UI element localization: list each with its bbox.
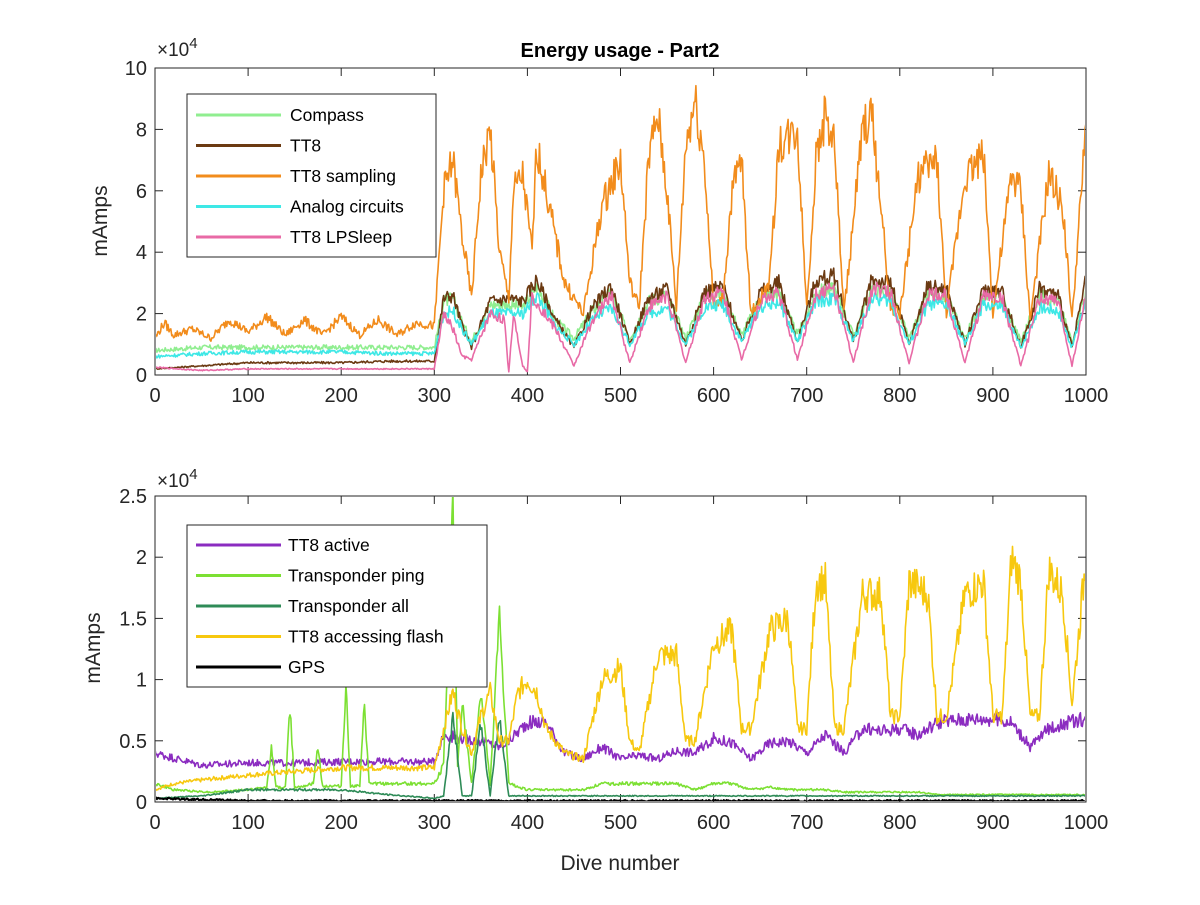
panels: 0 100 200 300 400 500 600 700 800 900 10000246810×… — [82, 35, 1108, 834]
y-axis-label: mAmps — [89, 185, 112, 256]
x-tick-label: 400 — [511, 812, 544, 834]
series-line — [156, 497, 1085, 797]
y-tick-label: 0.5 — [119, 731, 147, 753]
y-tick-label: 10 — [125, 58, 147, 80]
legend-label: Transponder all — [288, 596, 409, 616]
y-tick-label: 2.5 — [119, 486, 147, 508]
y-exponent-label: ×104 — [157, 35, 198, 61]
y-exponent-label: ×104 — [157, 466, 198, 492]
series-line — [156, 545, 1085, 792]
x-tick-label: 800 — [883, 812, 916, 834]
x-tick-label: 100 — [231, 812, 264, 834]
series-line — [156, 281, 1085, 373]
legend-label: TT8 — [290, 136, 321, 156]
legend: Compass TT8 TT8 sampling Analog circuits TT8… — [186, 93, 437, 258]
series-line — [156, 711, 1085, 769]
y-tick-label: 1.5 — [119, 608, 147, 630]
y-tick-label: 2 — [136, 547, 147, 569]
panel-2: 0 100 200 300 400 500 600 700 800 900 1000 0 0.5 1 1.5… — [82, 466, 1108, 834]
x-tick-label: 600 — [697, 812, 730, 834]
legend-label: TT8 active — [288, 535, 370, 555]
legend-label: TT8 accessing flash — [288, 627, 444, 647]
legend-label: Compass — [290, 105, 364, 125]
plot-area — [156, 84, 1085, 373]
y-tick-label: 8 — [136, 119, 147, 141]
x-tick-label: 500 — [604, 812, 637, 834]
x-axis-label: Dive number — [560, 852, 679, 875]
x-tick-label: 100 — [231, 385, 264, 407]
x-tick-label: 1000 — [1064, 812, 1109, 834]
legend-label: TT8 sampling — [290, 166, 396, 186]
series-line — [156, 711, 1085, 800]
y-tick-label: 2 — [136, 304, 147, 326]
plot-area — [156, 497, 1085, 801]
y-tick-label: 1 — [136, 670, 147, 692]
y-tick-label: 0 — [136, 792, 147, 814]
x-tick-label: 1000 — [1064, 385, 1109, 407]
x-tick-label: 700 — [790, 812, 823, 834]
x-tick-label: 900 — [976, 385, 1009, 407]
y-tick-label: 4 — [136, 242, 147, 264]
x-tick-label: 0 — [149, 385, 160, 407]
series-line — [156, 796, 1085, 801]
legend-label: GPS — [288, 657, 325, 677]
x-tick-label: 400 — [511, 385, 544, 407]
x-tick-label: 300 — [418, 385, 451, 407]
x-tick-label: 200 — [325, 812, 358, 834]
series-line — [156, 84, 1085, 342]
y-tick-label: 0 — [136, 365, 147, 387]
x-tick-label: 800 — [883, 385, 916, 407]
legend-label: Analog circuits — [290, 197, 404, 217]
series-line — [156, 267, 1085, 370]
x-tick-label: 300 — [418, 812, 451, 834]
legend-label: Transponder ping — [288, 566, 425, 586]
chart-title: Energy usage - Part2 — [521, 40, 720, 62]
x-tick-label: 200 — [325, 385, 358, 407]
legend-label: TT8 LPSleep — [290, 227, 392, 247]
x-tick-label: 0 — [149, 812, 160, 834]
x-tick-label: 700 — [790, 385, 823, 407]
legend: TT8 active Transponder ping Transponder al… — [186, 524, 488, 688]
y-axis-label: mAmps — [82, 612, 105, 683]
x-tick-label: 900 — [976, 812, 1009, 834]
panel-1: 0 100 200 300 400 500 600 700 800 900 1000 0 2 4 6 8 10 ×… — [89, 35, 1108, 407]
x-tick-label: 500 — [604, 385, 637, 407]
x-tick-label: 600 — [697, 385, 730, 407]
y-tick-label: 6 — [136, 181, 147, 203]
